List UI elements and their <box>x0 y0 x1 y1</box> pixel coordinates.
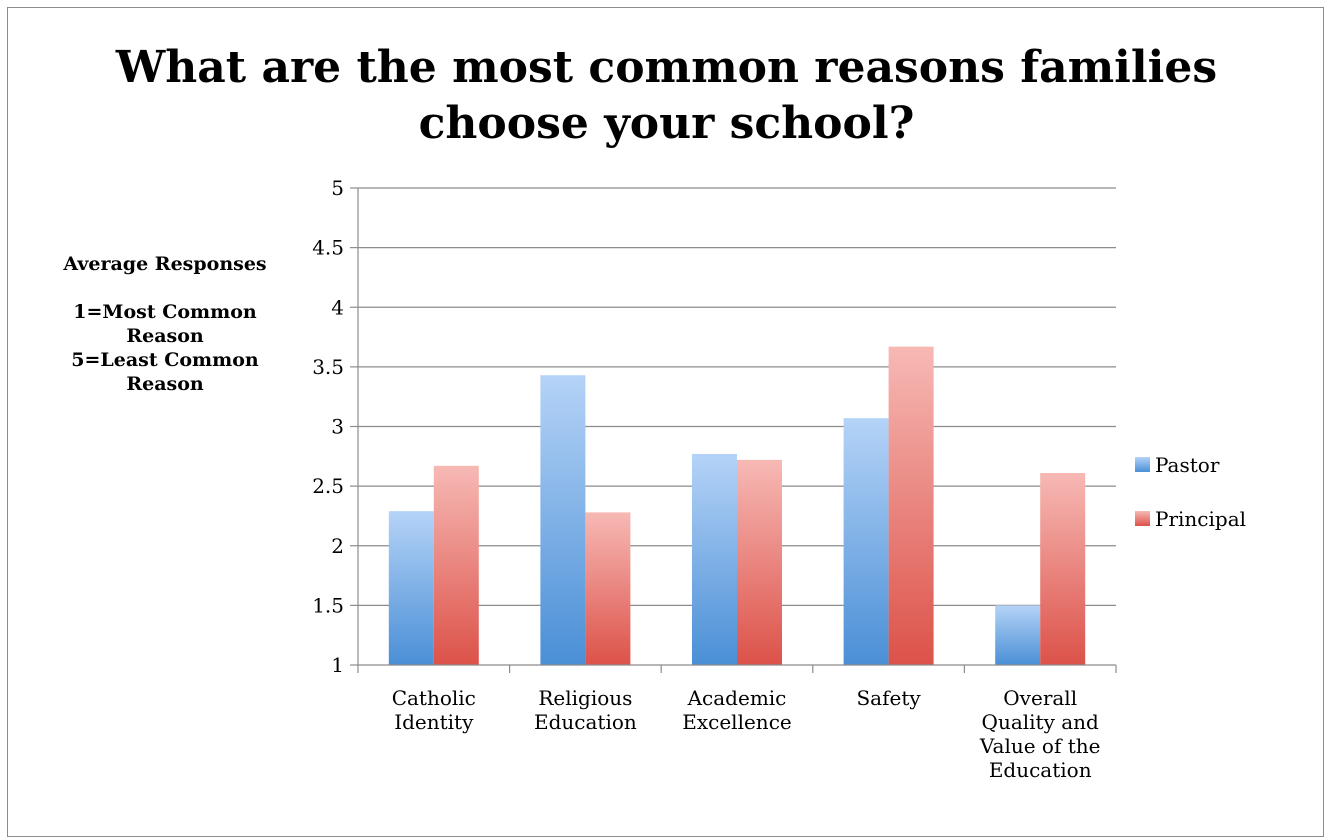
bar-pastor <box>692 453 737 665</box>
legend-label-principal: Principal <box>1155 507 1246 531</box>
x-category-label: Identity <box>394 710 474 734</box>
legend-swatch-principal <box>1135 511 1150 526</box>
bar-pastor <box>388 511 434 665</box>
y-tick-label: 4 <box>331 295 344 319</box>
bar-pastor <box>843 418 889 665</box>
x-category-label: Catholic <box>392 686 476 710</box>
bar-principal <box>585 512 631 665</box>
y-tick-label: 5 <box>331 176 344 200</box>
y-axis-label: Average Responses 1=Most Common Reason 5… <box>40 252 290 396</box>
x-category-label: Value of the <box>979 734 1101 758</box>
bar-principal <box>737 459 782 665</box>
y-tick-label: 1 <box>331 653 344 677</box>
y-tick-label: 3.5 <box>312 355 344 379</box>
y-tick-label: 1.5 <box>312 593 344 617</box>
x-category-label: Academic <box>687 686 787 710</box>
chart-title-line-1: What are the most common reasons familie… <box>115 42 1218 93</box>
x-category-label: Education <box>989 758 1092 782</box>
y-tick-label: 2 <box>331 534 344 558</box>
chart-title: What are the most common reasons familie… <box>0 40 1333 152</box>
x-category-label: Education <box>534 710 637 734</box>
x-category-label: Overall <box>1003 686 1077 710</box>
x-category-label: Excellence <box>682 710 791 734</box>
y-tick-label: 2.5 <box>312 474 344 498</box>
bar-principal <box>433 465 479 665</box>
bar-principal <box>888 346 934 665</box>
legend-label-pastor: Pastor <box>1155 453 1220 477</box>
x-category-label: Safety <box>856 686 921 710</box>
x-category-label: Quality and <box>982 710 1099 734</box>
bar-principal <box>1040 473 1086 665</box>
chart-title-line-2: choose your school? <box>418 98 915 149</box>
y-axis-label-line: 5=Least Common <box>71 349 259 371</box>
y-axis-label-line: Reason <box>126 325 204 347</box>
bar-pastor <box>540 375 586 665</box>
y-axis-label-line: 1=Most Common <box>73 301 257 323</box>
chart-frame <box>7 7 1324 837</box>
y-tick-label: 3 <box>331 415 344 439</box>
y-axis-label-line: Average Responses <box>63 253 267 275</box>
bar-pastor <box>995 605 1041 665</box>
legend-swatch-pastor <box>1135 457 1150 472</box>
x-category-label: Religious <box>538 686 632 710</box>
bars <box>388 346 1086 665</box>
legend: Pastor Principal <box>1135 453 1246 531</box>
y-axis-label-line: Reason <box>126 373 204 395</box>
y-tick-label: 4.5 <box>312 236 344 260</box>
